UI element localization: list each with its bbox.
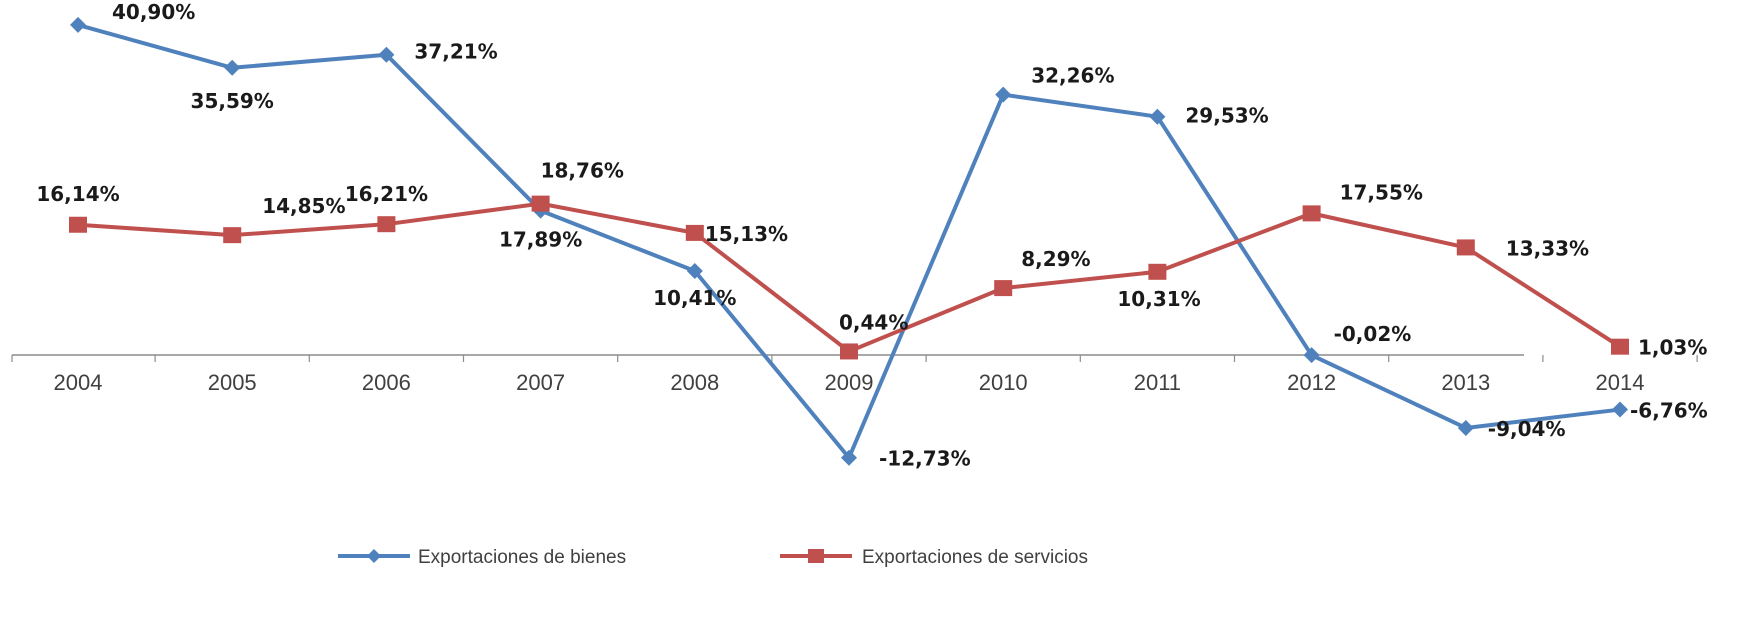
data-label-bienes: -9,04% xyxy=(1488,417,1566,441)
x-tick-label: 2005 xyxy=(208,370,257,395)
data-point-bienes xyxy=(1457,419,1474,436)
legend-label: Exportaciones de bienes xyxy=(418,547,626,568)
data-label-bienes: 32,26% xyxy=(1031,64,1114,88)
data-point-servicios xyxy=(377,216,396,233)
data-point-servicios xyxy=(1148,263,1167,280)
data-label-servicios: 10,31% xyxy=(1117,287,1200,311)
x-tick-label: 2012 xyxy=(1287,370,1336,395)
data-label-servicios: 0,44% xyxy=(839,310,908,334)
data-point-bienes xyxy=(1149,108,1166,125)
data-point-servicios xyxy=(69,216,87,233)
x-tick-label: 2011 xyxy=(1134,370,1181,395)
data-point-servicios xyxy=(685,224,704,241)
data-point-bienes xyxy=(224,59,241,76)
data-point-servicios xyxy=(531,195,550,212)
x-tick-label: 2013 xyxy=(1441,370,1490,395)
data-label-bienes: 10,41% xyxy=(653,286,736,310)
x-axis: 2004 2005 2006 2007 2008 2009 2010 2011 2012 2013… xyxy=(11,354,1698,395)
data-labels: 40,90% 35,59% 37,21% 17,89% 10,41% -12,73% 32,… xyxy=(36,0,1707,471)
x-tick-label: 2004 xyxy=(54,370,103,395)
data-label-bienes: 37,21% xyxy=(414,40,497,64)
x-tick-label: 2009 xyxy=(825,370,874,395)
x-tick-label: 2007 xyxy=(516,370,565,395)
data-point-servicios xyxy=(840,343,858,360)
data-point-servicios xyxy=(223,227,242,244)
x-tick-label: 2008 xyxy=(670,370,719,395)
data-point-bienes xyxy=(1612,401,1628,418)
data-point-bienes xyxy=(686,262,703,279)
data-label-servicios: 13,33% xyxy=(1506,236,1589,260)
legend-label: Exportaciones de servicios xyxy=(862,547,1088,568)
x-tick-label: 2010 xyxy=(979,370,1028,395)
data-label-servicios: 17,55% xyxy=(1340,180,1423,204)
series-lines xyxy=(69,16,1629,466)
data-label-servicios: 16,14% xyxy=(36,182,119,206)
data-label-bienes: 29,53% xyxy=(1185,104,1268,128)
data-point-servicios xyxy=(994,280,1013,297)
data-point-bienes xyxy=(1303,347,1320,364)
data-point-bienes xyxy=(70,16,86,33)
legend-marker-diamond xyxy=(367,549,381,563)
data-label-servicios: 1,03% xyxy=(1638,336,1707,360)
legend-marker-square xyxy=(808,549,824,563)
legend: Exportaciones de bienes Exportaciones de … xyxy=(338,547,1088,568)
data-label-bienes: -6,76% xyxy=(1630,399,1708,423)
data-label-servicios: 15,13% xyxy=(705,222,788,246)
data-point-bienes xyxy=(995,86,1012,103)
data-label-servicios: 16,21% xyxy=(345,182,428,206)
data-label-bienes: 40,90% xyxy=(112,0,195,24)
data-label-bienes: 35,59% xyxy=(191,89,274,113)
data-point-bienes xyxy=(378,46,395,63)
data-point-servicios xyxy=(1302,205,1321,222)
data-point-bienes xyxy=(841,449,857,466)
data-label-servicios: 14,85% xyxy=(262,194,345,218)
data-label-bienes: 17,89% xyxy=(499,228,582,252)
data-label-bienes: -0,02% xyxy=(1334,322,1412,346)
data-point-servicios xyxy=(1456,239,1475,256)
data-label-servicios: 8,29% xyxy=(1021,247,1090,271)
data-label-bienes: -12,73% xyxy=(879,447,971,471)
data-label-servicios: 18,76% xyxy=(541,159,624,183)
x-tick-label: 2006 xyxy=(362,370,411,395)
data-point-servicios xyxy=(1611,338,1629,355)
x-tick-label: 2014 xyxy=(1596,370,1645,395)
